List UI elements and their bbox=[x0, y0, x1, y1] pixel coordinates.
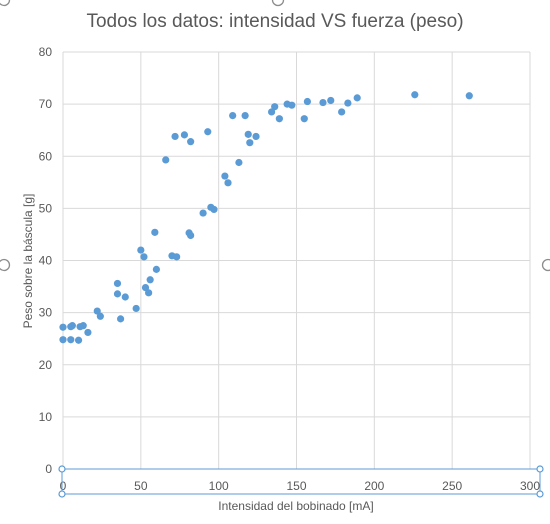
x-tick-label: 200 bbox=[364, 479, 384, 493]
data-point[interactable] bbox=[246, 139, 254, 147]
axis-selection-handle[interactable] bbox=[536, 465, 544, 473]
data-point[interactable] bbox=[241, 111, 249, 120]
data-point[interactable] bbox=[271, 103, 279, 111]
data-point[interactable] bbox=[84, 328, 92, 337]
x-axis-label: Intensidad del bobinado [mA] bbox=[218, 499, 373, 513]
data-point[interactable] bbox=[187, 138, 195, 146]
data-point[interactable] bbox=[267, 108, 276, 116]
x-tick-label: 250 bbox=[442, 479, 462, 493]
data-series bbox=[59, 91, 473, 344]
data-point[interactable] bbox=[68, 322, 76, 330]
data-point[interactable] bbox=[79, 322, 87, 330]
data-point[interactable] bbox=[344, 99, 352, 107]
data-point[interactable] bbox=[252, 132, 260, 141]
y-axis-ticks: 0 10 20 30 40 50 60 70 80 bbox=[39, 45, 53, 476]
data-point[interactable] bbox=[411, 91, 419, 99]
data-point[interactable] bbox=[353, 94, 361, 102]
y-tick-label: 20 bbox=[39, 358, 53, 372]
data-point[interactable] bbox=[224, 179, 232, 187]
data-point[interactable] bbox=[235, 158, 243, 167]
data-point[interactable] bbox=[319, 98, 327, 107]
data-point[interactable] bbox=[229, 111, 237, 120]
x-tick-label: 50 bbox=[134, 479, 148, 493]
x-tick-label: 0 bbox=[60, 479, 67, 493]
data-point[interactable] bbox=[275, 115, 283, 123]
data-point[interactable] bbox=[180, 131, 189, 139]
data-point[interactable] bbox=[67, 336, 75, 344]
data-point[interactable] bbox=[151, 228, 159, 236]
data-point[interactable] bbox=[74, 336, 83, 344]
y-tick-label: 50 bbox=[39, 201, 53, 215]
data-point[interactable] bbox=[140, 253, 148, 261]
data-point[interactable] bbox=[303, 97, 311, 106]
data-point[interactable] bbox=[465, 92, 473, 100]
data-point[interactable] bbox=[173, 253, 181, 261]
data-point[interactable] bbox=[59, 323, 67, 331]
data-point[interactable] bbox=[145, 289, 153, 297]
y-tick-label: 60 bbox=[39, 149, 53, 163]
data-point[interactable] bbox=[93, 307, 101, 315]
chart-frame-handles bbox=[0, 0, 550, 272]
x-tick-label: 300 bbox=[520, 479, 540, 493]
data-point[interactable] bbox=[113, 279, 122, 288]
y-tick-label: 0 bbox=[45, 462, 52, 476]
gridlines bbox=[62, 51, 531, 470]
data-point[interactable] bbox=[210, 205, 218, 214]
axis-selection-handle[interactable] bbox=[58, 465, 66, 473]
chart-resize-handle[interactable] bbox=[0, 258, 11, 272]
data-point[interactable] bbox=[132, 304, 140, 313]
data-point[interactable] bbox=[204, 128, 212, 136]
data-point[interactable] bbox=[146, 276, 154, 284]
data-point[interactable] bbox=[187, 231, 195, 240]
data-point[interactable] bbox=[300, 115, 308, 123]
data-point[interactable] bbox=[116, 315, 125, 323]
data-point[interactable] bbox=[338, 108, 346, 116]
data-point[interactable] bbox=[327, 96, 335, 105]
y-tick-label: 10 bbox=[39, 410, 53, 424]
axis-selection-handle[interactable] bbox=[536, 490, 544, 498]
x-tick-label: 100 bbox=[209, 479, 229, 493]
data-point[interactable] bbox=[96, 312, 104, 320]
axis-selection-handle[interactable] bbox=[58, 490, 66, 498]
data-point[interactable] bbox=[244, 130, 252, 138]
data-point[interactable] bbox=[137, 246, 145, 254]
data-point[interactable] bbox=[113, 290, 122, 298]
chart-resize-handle[interactable] bbox=[541, 258, 550, 272]
data-point[interactable] bbox=[221, 172, 229, 180]
y-tick-label: 80 bbox=[39, 45, 53, 59]
chart-title: Todos los datos: intensidad VS fuerza (p… bbox=[86, 11, 464, 32]
data-point[interactable] bbox=[199, 209, 207, 217]
y-axis-label: Peso sobre la báscula [g] bbox=[21, 194, 35, 329]
x-axis-selection-handles bbox=[58, 465, 544, 498]
chart-resize-handle[interactable] bbox=[0, 0, 11, 7]
data-point[interactable] bbox=[121, 293, 129, 301]
chart-resize-handle[interactable] bbox=[271, 0, 285, 7]
y-tick-label: 40 bbox=[39, 254, 53, 268]
y-tick-label: 30 bbox=[39, 306, 53, 320]
data-point[interactable] bbox=[171, 132, 179, 141]
data-point[interactable] bbox=[288, 101, 296, 109]
data-point[interactable] bbox=[152, 265, 160, 273]
x-tick-label: 150 bbox=[286, 479, 306, 493]
data-point[interactable] bbox=[162, 156, 170, 164]
x-axis-selection-box[interactable] bbox=[61, 468, 541, 495]
data-point[interactable] bbox=[59, 336, 67, 344]
x-axis-ticks: 0 50 100 150 200 250 300 bbox=[60, 479, 541, 493]
y-tick-label: 70 bbox=[39, 97, 53, 111]
data-point[interactable] bbox=[141, 284, 150, 292]
